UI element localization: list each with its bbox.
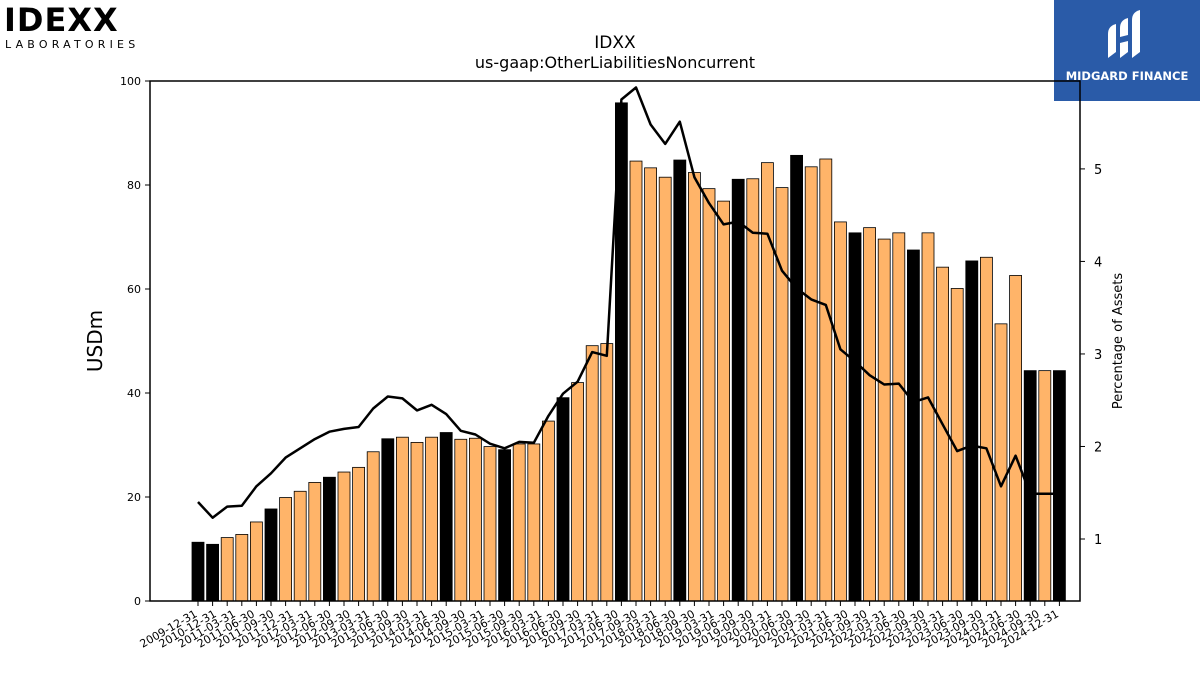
- bar-2020-03-31: [790, 154, 803, 602]
- bar-2020-06-30: [804, 166, 818, 602]
- midgard-finance-logo: MIDGARD FINANCE: [1054, 0, 1200, 101]
- bar-2015-09-30: [527, 443, 541, 602]
- plot-frame: [149, 80, 1081, 602]
- y-tick-label: 60: [127, 283, 141, 296]
- bar-2018-09-30: [702, 188, 716, 602]
- bar-2022-06-30: [921, 232, 935, 602]
- midgard-emblem-icon: [1108, 10, 1140, 58]
- bar-2010-06-30: [220, 537, 234, 602]
- bar-2013-09-30: [410, 441, 424, 602]
- idexx-logo: IDEXX LABORATORIES: [4, 1, 154, 51]
- y-tick-label: 100: [120, 75, 141, 88]
- bar-2023-12-31: [1009, 275, 1022, 602]
- left-axis: 0 20 40 60 80 100: [120, 75, 150, 608]
- bar-2018-12-31: [717, 200, 730, 602]
- y-tick-label: 0: [134, 595, 141, 608]
- bar-2012-06-30: [337, 471, 351, 602]
- bar-2020-09-30: [819, 158, 833, 602]
- bar-2010-12-31: [249, 521, 263, 602]
- bar-2012-03-31: [322, 476, 336, 602]
- y2-tick-label: 5: [1094, 163, 1102, 178]
- bar-2011-12-31: [308, 482, 322, 602]
- bar-2014-06-30: [454, 438, 468, 602]
- bar-2019-12-31: [775, 187, 789, 602]
- bar-2022-03-31: [907, 249, 920, 602]
- bar-2021-03-31: [848, 232, 862, 602]
- bar-2012-12-31: [366, 451, 380, 602]
- bar-2010-09-30: [235, 534, 249, 602]
- bar-2015-12-31: [542, 420, 555, 602]
- bar-2009-12-31: [191, 541, 205, 602]
- bar-2015-03-31: [498, 449, 512, 602]
- percentage-of-assets-line: [197, 86, 1060, 519]
- bar-2016-12-31: [600, 343, 614, 602]
- bar-2021-09-30: [877, 238, 891, 602]
- bar-2021-12-31: [892, 232, 906, 602]
- bar-2019-09-30: [761, 162, 774, 602]
- bar-2016-09-30: [585, 345, 599, 602]
- bar-2014-03-31: [439, 432, 453, 602]
- y2-axis-label: Percentage of Assets: [1111, 273, 1126, 409]
- right-axis: 1 2 3 4 5: [1080, 163, 1102, 548]
- idexx-logo-word: IDEXX: [4, 1, 119, 39]
- bar-2019-06-30: [746, 178, 760, 602]
- y2-tick-label: 1: [1094, 533, 1102, 548]
- bar-2016-03-31: [556, 397, 570, 602]
- y-tick-label: 20: [127, 491, 141, 504]
- bar-2017-12-31: [658, 176, 672, 602]
- idexx-logo-subtitle: LABORATORIES: [5, 38, 140, 51]
- bar-2013-03-31: [381, 438, 395, 602]
- bar-2023-06-30: [980, 256, 993, 602]
- bar-2017-06-30: [629, 160, 643, 602]
- chart-subtitle: us-gaap:OtherLiabilitiesNoncurrent: [475, 53, 755, 72]
- bar-2012-09-30: [352, 466, 366, 602]
- bar-2015-06-30: [512, 443, 526, 602]
- bar-2018-03-31: [673, 159, 687, 602]
- bar-2013-06-30: [395, 436, 409, 602]
- bar-2014-12-31: [483, 446, 497, 602]
- bar-2019-03-31: [731, 178, 745, 602]
- x-axis: 2009-12-312010-12-312011-03-312011-06-30…: [138, 601, 1061, 651]
- y-tick-label: 80: [127, 179, 141, 192]
- midgard-finance-label: MIDGARD FINANCE: [1065, 69, 1189, 83]
- bar-2020-12-31: [834, 221, 847, 602]
- bar-2011-06-30: [279, 497, 293, 602]
- bar-2010-03-31: [206, 543, 220, 602]
- y-tick-label: 40: [127, 387, 141, 400]
- y2-tick-label: 4: [1094, 255, 1102, 270]
- bar-series: [191, 102, 1066, 602]
- y-axis-label: USDm: [83, 310, 107, 372]
- bar-2013-12-31: [425, 436, 439, 602]
- bar-2014-09-30: [468, 437, 482, 602]
- bar-2018-06-30: [688, 172, 701, 602]
- line-series: [197, 86, 1060, 519]
- chart-title: IDXX: [594, 33, 636, 53]
- bar-2011-03-31: [264, 508, 278, 602]
- bar-2023-09-30: [994, 323, 1008, 602]
- bar-2011-09-30: [293, 490, 307, 602]
- bar-2021-06-30: [863, 227, 876, 602]
- bar-2023-03-31: [965, 260, 979, 602]
- bar-2024-12-31: [1053, 370, 1066, 602]
- y2-tick-label: 3: [1094, 348, 1102, 363]
- y2-tick-label: 2: [1094, 440, 1102, 455]
- bar-2017-09-30: [644, 167, 657, 602]
- bar-2024-06-30: [1038, 370, 1052, 602]
- bar-2016-06-30: [571, 382, 584, 602]
